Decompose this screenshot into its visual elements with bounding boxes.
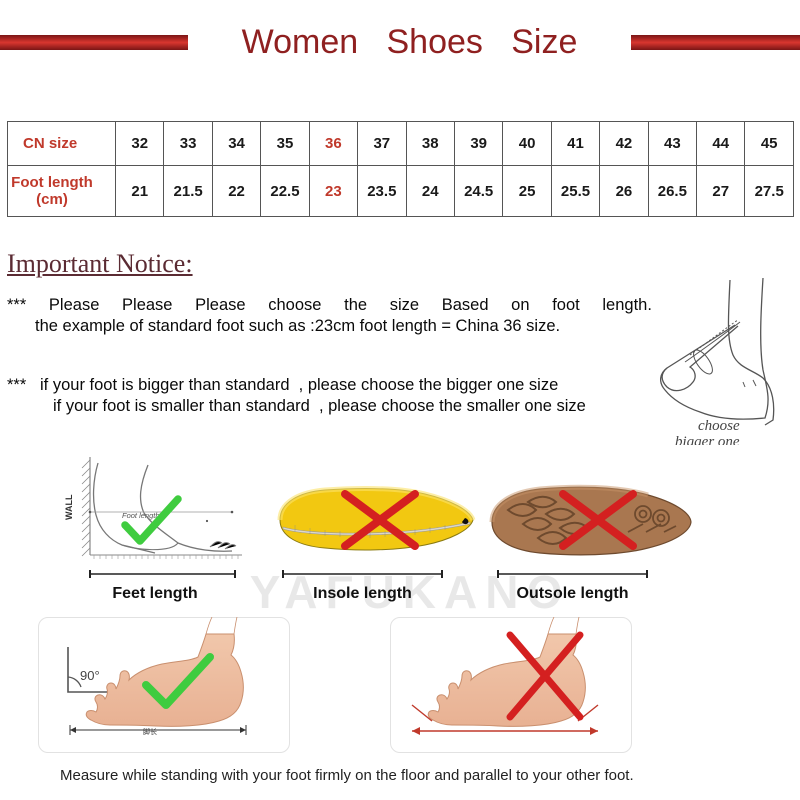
svg-text:WALL: WALL [64, 494, 74, 520]
svg-text:choose: choose [698, 418, 740, 434]
svg-text:bigger one: bigger one [675, 434, 740, 445]
svg-text:脚长: 脚长 [143, 727, 157, 736]
svg-text:90°: 90° [80, 668, 100, 683]
svg-text:Foot length: Foot length [122, 511, 160, 520]
